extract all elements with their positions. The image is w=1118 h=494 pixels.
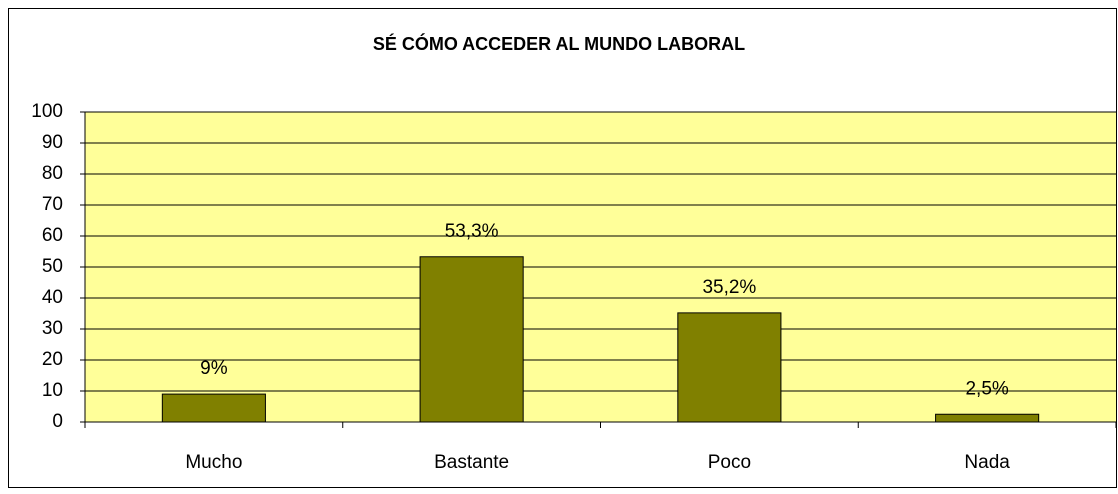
chart-title: SÉ CÓMO ACCEDER AL MUNDO LABORAL [373,33,745,54]
y-tick-label: 40 [42,287,63,308]
data-label: 9% [200,358,228,379]
y-tick-label: 80 [42,163,63,184]
data-label: 2,5% [965,378,1008,399]
x-tick-label: Poco [708,452,751,473]
y-tick-label: 10 [42,380,63,401]
y-tick-label: 70 [42,194,63,215]
data-label: 53,3% [445,221,499,242]
bar [161,393,266,423]
bar [677,312,782,423]
y-tick-label: 60 [42,225,63,246]
y-tick-label: 0 [52,411,63,432]
y-tick-label: 100 [31,101,63,122]
x-tick-label: Nada [964,452,1010,473]
bar [419,256,524,423]
data-label: 35,2% [702,277,756,298]
x-tick-label: Bastante [434,452,509,473]
x-tick-label: Mucho [185,452,242,473]
y-tick-label: 30 [42,318,63,339]
y-tick-label: 90 [42,132,63,153]
y-tick-label: 20 [42,349,63,370]
bar [935,413,1040,423]
y-tick-label: 50 [42,256,63,277]
